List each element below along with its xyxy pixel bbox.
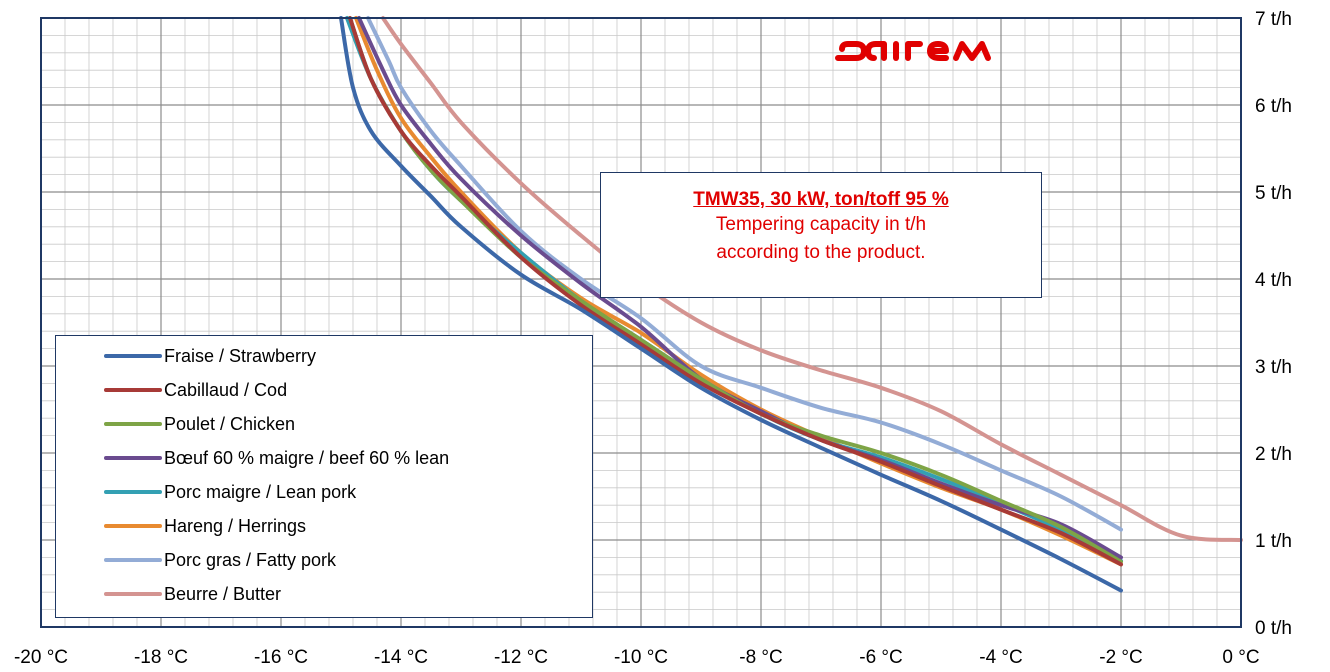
x-tick-label: -18 °C <box>134 647 188 668</box>
legend: Fraise / Strawberry Cabillaud / Cod Poulet… <box>55 335 593 618</box>
annotation-title: TMW35, 30 kW, ton/toff 95 % <box>693 189 949 210</box>
series-line-1 <box>348 16 1123 567</box>
annotation-line-2: according to the product. <box>716 242 926 263</box>
series-line-0 <box>339 16 1123 593</box>
legend-swatch <box>104 388 162 392</box>
x-tick-label: -12 °C <box>494 647 548 668</box>
x-tick-label: -14 °C <box>374 647 428 668</box>
legend-swatch <box>104 524 162 528</box>
legend-item: Porc gras / Fatty pork <box>104 546 336 574</box>
y-tick-label: 1 t/h <box>1255 531 1292 552</box>
legend-swatch <box>104 422 162 426</box>
legend-label: Porc maigre / Lean pork <box>164 481 357 502</box>
x-tick-label: -4 °C <box>979 647 1023 668</box>
y-axis-tick-labels: 0 t/h 1 t/h 2 t/h 3 t/h 4 t/h 5 t/h 6 t/h 7 t/h <box>1255 9 1292 639</box>
legend-label: Bœuf 60 % maigre / beef 60 % lean <box>164 447 450 468</box>
legend-label: Cabillaud / Cod <box>164 379 288 400</box>
series-lines <box>339 16 1243 593</box>
y-tick-label: 4 t/h <box>1255 270 1292 291</box>
legend-swatch <box>104 490 162 494</box>
sairem-logo <box>834 36 1034 69</box>
x-axis-tick-labels: -20 °C -18 °C -16 °C -14 °C -12 °C -10 °C -8 °… <box>14 647 1260 668</box>
annotation-box: TMW35, 30 kW, ton/toff 95 % Tempering ca… <box>600 172 1042 298</box>
series-line-3 <box>357 16 1123 560</box>
y-tick-label: 6 t/h <box>1255 96 1292 117</box>
legend-swatch <box>104 558 162 562</box>
y-tick-label: 0 t/h <box>1255 618 1292 639</box>
legend-item: Fraise / Strawberry <box>104 342 316 370</box>
x-tick-label: -10 °C <box>614 647 668 668</box>
legend-item: Beurre / Butter <box>104 580 281 608</box>
legend-label: Fraise / Strawberry <box>164 345 317 366</box>
annotation-line-1: Tempering capacity in t/h <box>715 214 927 235</box>
x-tick-label: -20 °C <box>14 647 68 668</box>
legend-item: Bœuf 60 % maigre / beef 60 % lean <box>104 444 449 472</box>
legend-item: Porc maigre / Lean pork <box>104 478 356 506</box>
x-tick-label: -16 °C <box>254 647 308 668</box>
legend-swatch <box>104 456 162 460</box>
legend-label: Hareng / Herrings <box>164 515 307 536</box>
x-tick-label: -2 °C <box>1099 647 1143 668</box>
y-tick-label: 3 t/h <box>1255 357 1292 378</box>
x-tick-label: 0 °C <box>1222 647 1259 668</box>
plot-frame <box>40 17 1242 628</box>
y-tick-label: 7 t/h <box>1255 9 1292 30</box>
legend-item: Poulet / Chicken <box>104 410 295 438</box>
sairem-logo-mark <box>835 41 991 61</box>
legend-item: Cabillaud / Cod <box>104 376 287 404</box>
y-tick-label: 5 t/h <box>1255 183 1292 204</box>
series-line-7 <box>381 16 1243 542</box>
series-line-6 <box>366 16 1123 532</box>
x-tick-label: -6 °C <box>859 647 903 668</box>
legend-item: Hareng / Herrings <box>104 512 306 540</box>
y-tick-label: 2 t/h <box>1255 444 1292 465</box>
legend-swatch <box>104 354 162 358</box>
x-tick-label: -8 °C <box>739 647 783 668</box>
legend-label: Porc gras / Fatty pork <box>164 549 337 570</box>
legend-label: Beurre / Butter <box>164 583 282 604</box>
legend-swatch <box>104 592 162 596</box>
legend-label: Poulet / Chicken <box>164 413 296 434</box>
